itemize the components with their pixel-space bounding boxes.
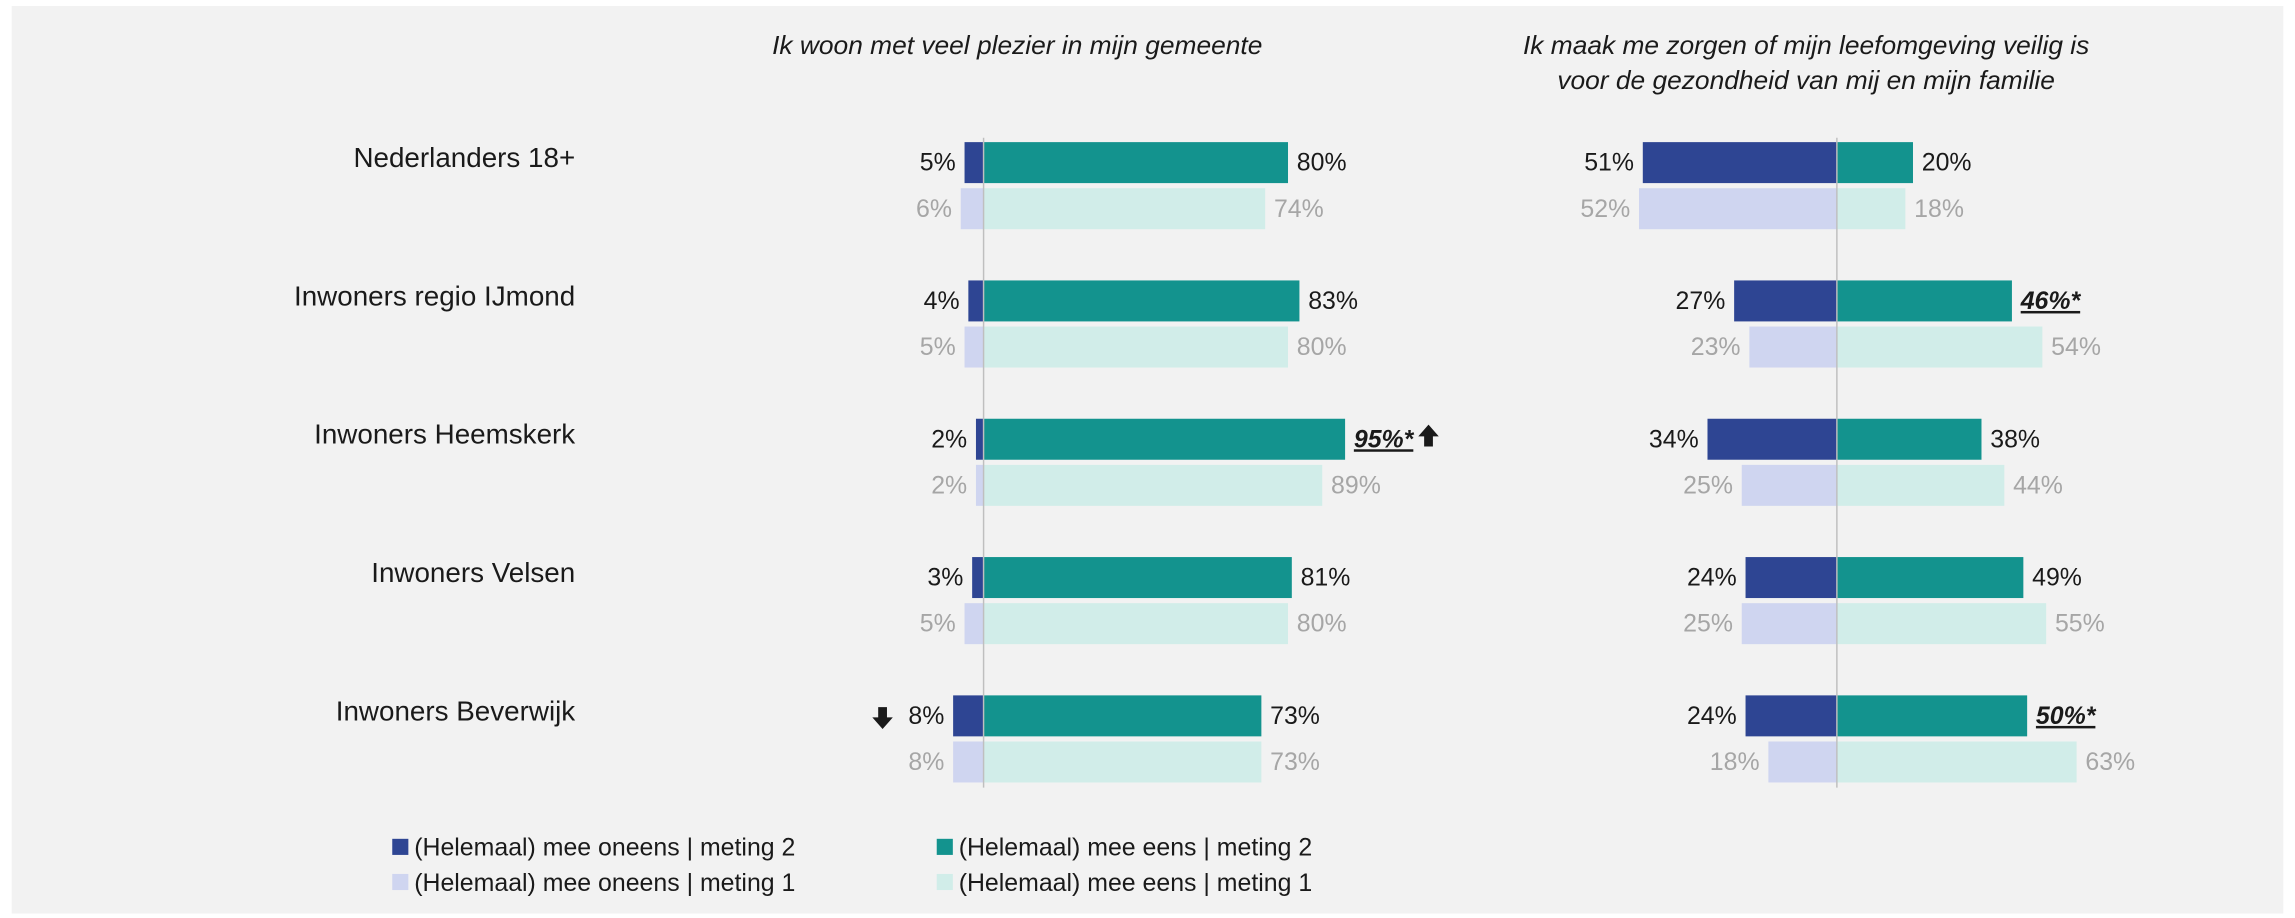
value-label: 34% xyxy=(1649,425,1699,453)
bar xyxy=(983,741,1262,783)
bar xyxy=(1768,741,1837,783)
value-label: 95%* xyxy=(1354,425,1415,453)
value-label: 5% xyxy=(920,610,956,638)
bar xyxy=(1638,188,1837,230)
value-label: 63% xyxy=(2085,748,2135,776)
value-label: 23% xyxy=(1691,333,1741,361)
value-label: 80% xyxy=(1297,610,1347,638)
category-label: Inwoners regio IJmond xyxy=(294,280,575,311)
value-label: 55% xyxy=(2055,610,2105,638)
panel-title: Ik maak me zorgen of mijn leefomgeving v… xyxy=(1523,30,2089,60)
value-label: 50%* xyxy=(2036,702,2097,730)
bar xyxy=(1836,188,1906,230)
value-label: 8% xyxy=(908,702,944,730)
value-label: 89% xyxy=(1331,471,1381,499)
legend-label: (Helemaal) mee eens | meting 2 xyxy=(959,834,1313,862)
bar xyxy=(975,464,984,506)
value-label: 73% xyxy=(1270,748,1320,776)
bar xyxy=(953,695,984,737)
value-label: 24% xyxy=(1687,702,1737,730)
bar xyxy=(960,188,984,230)
down-arrow xyxy=(872,707,893,730)
bar xyxy=(1836,280,2012,322)
value-label: 38% xyxy=(1990,425,2040,453)
bar xyxy=(983,418,1346,460)
legend-swatch xyxy=(936,838,953,855)
bar xyxy=(1734,280,1837,322)
value-label: 8% xyxy=(908,748,944,776)
value-label: 54% xyxy=(2051,333,2101,361)
bar xyxy=(1745,695,1837,737)
value-label: 5% xyxy=(920,333,956,361)
bar xyxy=(964,142,984,184)
category-label: Nederlanders 18+ xyxy=(353,142,575,173)
panel-title: voor de gezondheid van mij en mijn famil… xyxy=(1557,65,2055,95)
bar xyxy=(983,142,1289,184)
panel-title: Ik woon met veel plezier in mijn gemeent… xyxy=(772,30,1262,60)
legend-swatch xyxy=(392,838,409,855)
bar xyxy=(1836,557,2024,599)
bar xyxy=(1836,741,2077,783)
legend-label: (Helemaal) mee oneens | meting 2 xyxy=(414,834,795,862)
bar xyxy=(983,464,1323,506)
bar xyxy=(1836,695,2028,737)
value-label: 25% xyxy=(1683,471,1733,499)
value-label: 2% xyxy=(931,425,967,453)
bar xyxy=(983,557,1292,599)
bar xyxy=(983,280,1300,322)
bar xyxy=(968,280,984,322)
bar xyxy=(1836,142,1913,184)
bar xyxy=(1749,326,1837,368)
legend-swatch xyxy=(936,873,953,891)
value-label: 80% xyxy=(1297,149,1347,177)
bar xyxy=(1836,418,1982,460)
bar xyxy=(1745,557,1837,599)
legend-label: (Helemaal) mee eens | meting 1 xyxy=(959,869,1313,897)
value-label: 3% xyxy=(927,564,963,592)
value-label: 51% xyxy=(1584,149,1634,177)
value-label: 24% xyxy=(1687,564,1737,592)
category-label: Inwoners Heemskerk xyxy=(314,419,575,450)
bar xyxy=(1642,142,1837,184)
bar xyxy=(983,695,1262,737)
value-label: 2% xyxy=(931,471,967,499)
value-label: 44% xyxy=(2013,471,2063,499)
value-label: 73% xyxy=(1270,702,1320,730)
value-label: 18% xyxy=(1710,748,1760,776)
value-label: 5% xyxy=(920,149,956,177)
value-label: 49% xyxy=(2032,564,2082,592)
bar xyxy=(964,603,984,645)
bar xyxy=(1836,464,2005,506)
value-label: 18% xyxy=(1914,195,1964,223)
bar xyxy=(983,603,1289,645)
value-label: 83% xyxy=(1308,287,1358,315)
bar xyxy=(1836,326,2043,368)
value-label: 81% xyxy=(1301,564,1351,592)
value-label: 20% xyxy=(1922,149,1972,177)
value-label: 52% xyxy=(1580,195,1630,223)
up-arrow xyxy=(1418,424,1439,447)
value-label: 25% xyxy=(1683,610,1733,638)
bar xyxy=(964,326,984,368)
legend-swatch xyxy=(392,873,409,891)
category-label: Inwoners Beverwijk xyxy=(336,695,576,726)
bar xyxy=(953,741,984,783)
value-label: 4% xyxy=(924,287,960,315)
value-label: 46%* xyxy=(2020,287,2082,315)
bar xyxy=(1707,418,1837,460)
value-label: 27% xyxy=(1676,287,1726,315)
bar xyxy=(983,326,1289,368)
legend-label: (Helemaal) mee oneens | meting 1 xyxy=(414,869,795,897)
value-label: 74% xyxy=(1274,195,1324,223)
bar xyxy=(1741,603,1837,645)
bar xyxy=(972,557,984,599)
bar xyxy=(1836,603,2047,645)
bar xyxy=(975,418,984,460)
bar xyxy=(1741,464,1837,506)
value-label: 80% xyxy=(1297,333,1347,361)
category-label: Inwoners Velsen xyxy=(371,557,575,588)
value-label: 6% xyxy=(916,195,952,223)
bar xyxy=(983,188,1266,230)
